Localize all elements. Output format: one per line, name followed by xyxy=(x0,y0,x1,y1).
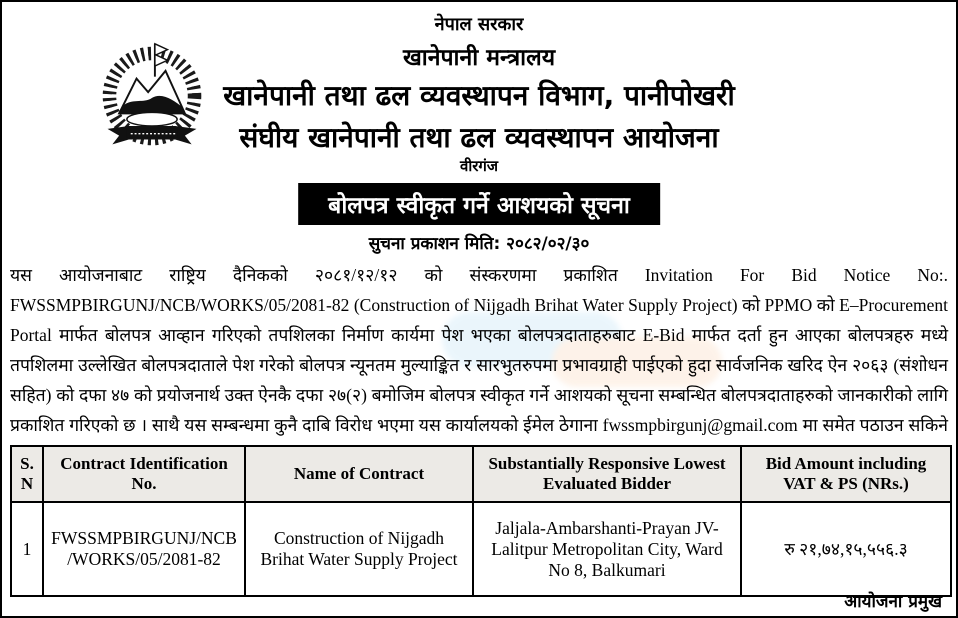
table-header-row: S. N Contract Identification No. Name of… xyxy=(10,445,952,503)
email-text: fwssmpbirgunj@gmail.com xyxy=(602,415,798,435)
bid-table: S. N Contract Identification No. Name of… xyxy=(10,445,952,597)
body-text-before-email: यस आयोजनाबाट राष्ट्रिय दैनिकको २०८१/१२/१… xyxy=(10,265,948,435)
ministry-line: खानेपानी मन्त्रालय xyxy=(402,45,556,71)
col-sn-header: S. N xyxy=(10,445,44,503)
col-contract-id-header: Contract Identification No. xyxy=(42,445,246,503)
cell-contract-id: FWSSMPBIRGUNJ/NCB/WORKS/05/2081-82 xyxy=(42,501,246,597)
nepal-govt-emblem-icon xyxy=(94,35,210,157)
cell-sn: 1 xyxy=(10,501,44,597)
government-line: नेपाल सरकार xyxy=(434,14,524,35)
col-bid-amount-header: Bid Amount including VAT & PS (NRs.) xyxy=(740,445,952,503)
cell-bidder: Jaljala-Ambarshanti-Prayan JV- Lalitpur … xyxy=(472,501,742,597)
department-line: खानेपानी तथा ढल व्यवस्थापन विभाग, पानीपो… xyxy=(223,79,735,112)
location-line: वीरगंज xyxy=(460,157,498,175)
notice-title-banner: बोलपत्र स्वीकृत गर्ने आशयको सूचना xyxy=(298,183,660,225)
cell-bid-amount: रु २१,७४,१५,५५६.३ xyxy=(740,501,952,597)
col-contract-name-header: Name of Contract xyxy=(244,445,474,503)
table-row: 1 FWSSMPBIRGUNJ/NCB/WORKS/05/2081-82 Con… xyxy=(10,501,952,597)
col-bidder-header: Substantially Responsive Lowest Evaluate… xyxy=(472,445,742,503)
cell-contract-name: Construction of Nijgadh Brihat Water Sup… xyxy=(244,501,474,597)
project-line: संघीय खानेपानी तथा ढल व्यवस्थापन आयोजना xyxy=(239,121,719,154)
publish-date: सुचना प्रकाशन मिति: २०८२/०२/३० xyxy=(368,234,590,254)
signatory-title: आयोजना प्रमुख xyxy=(844,592,942,612)
notice-body: यस आयोजनाबाट राष्ट्रिय दैनिकको २०८१/१२/१… xyxy=(10,260,948,470)
